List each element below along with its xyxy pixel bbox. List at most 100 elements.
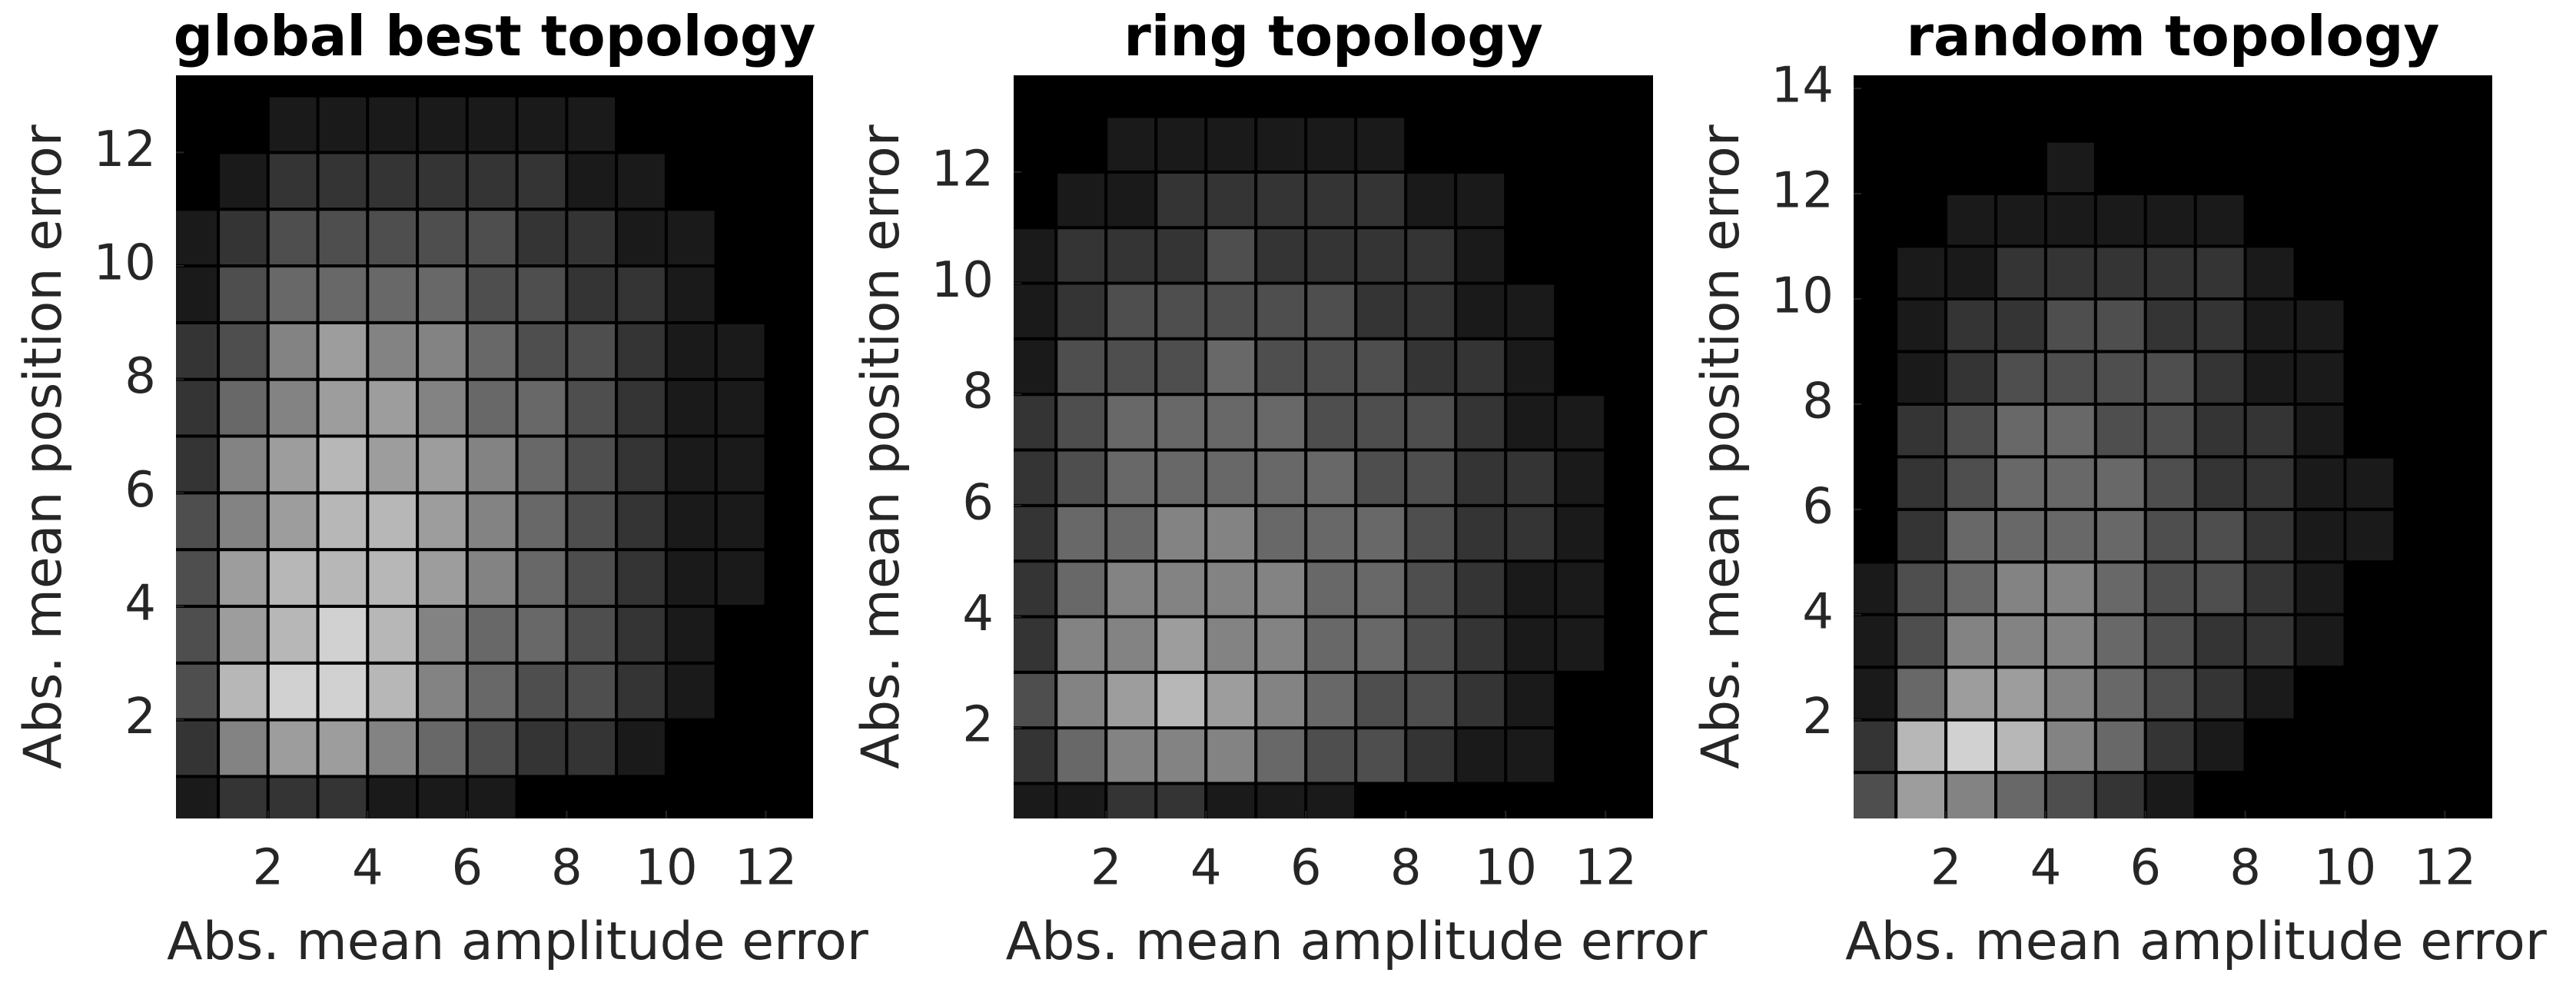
cell: [1014, 337, 1058, 397]
cell: [366, 377, 420, 438]
cell: [2243, 297, 2297, 354]
x-tick-label: 8: [551, 840, 583, 897]
cell: [217, 264, 270, 324]
cell: [1204, 503, 1258, 563]
cell: [465, 775, 519, 818]
cell: [316, 264, 370, 324]
cell: [714, 604, 768, 665]
y-tick-label: 12: [94, 121, 156, 178]
cell: [714, 775, 768, 818]
cell: [266, 264, 320, 324]
cell: [2193, 244, 2247, 300]
cell: [416, 434, 469, 495]
cell: [465, 377, 519, 438]
cell: [1054, 503, 1108, 563]
cell: [1054, 726, 1108, 785]
cell: [2043, 192, 2097, 248]
cell: [615, 548, 668, 608]
cell: [515, 320, 569, 381]
cell: [714, 548, 768, 608]
cell: [1994, 718, 2047, 775]
cell: [1554, 170, 1608, 230]
cell: [1554, 337, 1608, 397]
cell: [2143, 402, 2197, 459]
cell: [764, 94, 813, 154]
cell: [515, 548, 569, 608]
cell: [2043, 613, 2097, 669]
cell: [714, 75, 768, 98]
cell: [714, 94, 768, 154]
cell: [515, 775, 569, 818]
cell: [416, 377, 469, 438]
cell: [1404, 337, 1458, 397]
cell: [2443, 666, 2492, 722]
x-tick-label: 2: [252, 840, 284, 897]
cell: [1304, 226, 1358, 285]
cell: [1454, 448, 1508, 507]
cell: [615, 320, 668, 381]
cell: [1894, 560, 1948, 616]
cell: [1994, 560, 2047, 616]
cell: [1404, 281, 1458, 340]
cell: [1054, 337, 1108, 397]
cell: [366, 434, 420, 495]
cell: [1894, 87, 1948, 143]
cell: [1204, 559, 1258, 619]
cell: [2193, 666, 2247, 722]
cell: [1854, 507, 1898, 564]
y-tick-label: 12: [931, 141, 994, 198]
cell: [2243, 613, 2297, 669]
cell: [1454, 170, 1508, 230]
cell: [1204, 670, 1258, 730]
y-tick-label: 2: [124, 689, 156, 745]
cell: [764, 604, 813, 665]
cell: [1104, 393, 1158, 452]
cell: [465, 661, 519, 722]
cell: [2343, 666, 2397, 722]
cell: [2243, 139, 2297, 196]
cell: [1204, 281, 1258, 340]
y-tick-label: 8: [124, 348, 156, 405]
x-tick-label: 6: [452, 840, 483, 897]
cell: [176, 320, 221, 381]
cell: [664, 320, 718, 381]
cell: [1354, 170, 1408, 230]
cell: [2043, 402, 2097, 459]
cell: [416, 320, 469, 381]
cell: [515, 718, 569, 779]
cell: [1854, 350, 1898, 406]
cell: [565, 94, 619, 154]
cell: [2043, 75, 2097, 91]
cell: [2343, 87, 2397, 143]
cell: [217, 604, 270, 665]
cell: [465, 604, 519, 665]
cell: [1994, 350, 2047, 406]
cell: [2393, 666, 2447, 722]
cell: [176, 207, 221, 268]
cell: [2343, 350, 2397, 406]
cell: [2293, 87, 2347, 143]
x-tick-label: 4: [1190, 840, 1222, 897]
cell: [1554, 726, 1608, 785]
cell: [664, 151, 718, 211]
cell: [1014, 281, 1058, 340]
cell: [2343, 771, 2397, 818]
cell: [266, 377, 320, 438]
cell: [664, 491, 718, 552]
cell: [1054, 670, 1108, 730]
cell: [1854, 402, 1898, 459]
y-axis-label: Abs. mean position error: [1691, 124, 1751, 769]
cell: [1894, 613, 1948, 669]
cell: [2093, 192, 2147, 248]
cell: [764, 207, 813, 268]
cell: [1854, 718, 1898, 775]
cell: [2193, 771, 2247, 818]
cell: [1454, 670, 1508, 730]
cell: [2093, 297, 2147, 354]
cell: [1204, 448, 1258, 507]
cell: [2393, 297, 2447, 354]
cell: [2093, 718, 2147, 775]
cell: [316, 604, 370, 665]
cell: [1254, 115, 1308, 174]
cell: [316, 377, 370, 438]
